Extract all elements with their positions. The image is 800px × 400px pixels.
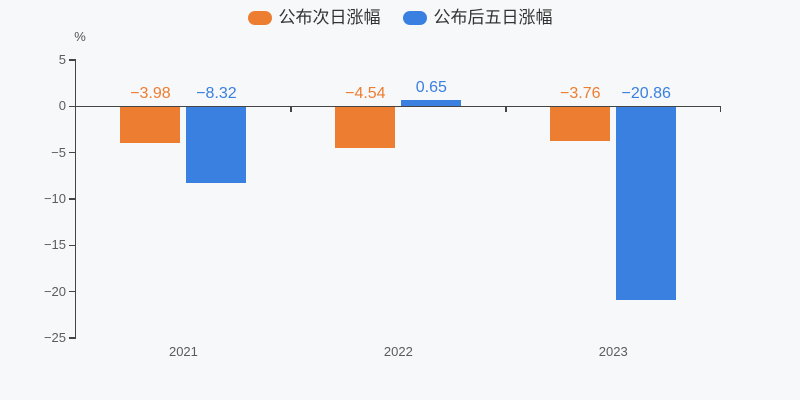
x-axis-tick bbox=[505, 106, 507, 113]
next-day-legend-marker bbox=[247, 11, 272, 25]
legend: 公布次日涨幅 公布后五日涨幅 bbox=[0, 8, 800, 28]
y-axis-tick bbox=[68, 59, 75, 61]
value-label-five-day-2022: 0.65 bbox=[415, 79, 447, 97]
x-category-label-2022: 2022 bbox=[383, 344, 413, 359]
five-day-legend-marker bbox=[402, 11, 427, 25]
y-tick-label: −15 bbox=[43, 237, 66, 253]
y-tick-label: −10 bbox=[43, 191, 66, 206]
y-tick-label: 0 bbox=[58, 98, 66, 114]
x-category-label-2021: 2021 bbox=[168, 344, 198, 359]
value-label-next-day-2023: −3.76 bbox=[560, 85, 601, 103]
y-axis-tick bbox=[68, 244, 75, 247]
y-axis-tick bbox=[68, 105, 75, 108]
value-label-five-day-2023: −20.86 bbox=[621, 85, 671, 103]
value-label-next-day-2022: −4.54 bbox=[345, 85, 386, 103]
bar-next-day-2022[interactable] bbox=[335, 106, 396, 149]
bar-five-day-2023[interactable] bbox=[616, 106, 677, 300]
y-tick-label: 5 bbox=[58, 52, 66, 67]
y-tick-label: −25 bbox=[43, 330, 66, 345]
y-axis-tick bbox=[68, 151, 75, 154]
bar-five-day-2022[interactable] bbox=[401, 100, 462, 107]
x-axis-line bbox=[76, 105, 721, 108]
bar-next-day-2023[interactable] bbox=[550, 106, 611, 142]
y-axis-unit-label: % bbox=[74, 29, 86, 44]
y-axis-line bbox=[74, 59, 76, 339]
legend-item-next-day[interactable]: 公布次日涨幅 bbox=[247, 8, 381, 28]
value-label-five-day-2021: −8.32 bbox=[196, 85, 237, 103]
next-day-legend-label: 公布次日涨幅 bbox=[278, 8, 381, 27]
legend-item-five-day[interactable]: 公布后五日涨幅 bbox=[402, 8, 553, 28]
x-axis-tick bbox=[290, 106, 292, 113]
y-axis-tick bbox=[68, 337, 75, 339]
x-category-label-2023: 2023 bbox=[598, 344, 628, 359]
y-axis-tick bbox=[68, 198, 75, 200]
y-tick-label: −5 bbox=[51, 144, 66, 160]
five-day-legend-label: 公布后五日涨幅 bbox=[433, 8, 553, 27]
bar-five-day-2021[interactable] bbox=[186, 106, 247, 184]
value-label-next-day-2021: −3.98 bbox=[130, 85, 171, 103]
y-axis-tick bbox=[68, 290, 75, 293]
bar-next-day-2021[interactable] bbox=[120, 106, 181, 144]
x-axis-tick bbox=[719, 106, 722, 113]
y-tick-label: −20 bbox=[43, 283, 66, 299]
